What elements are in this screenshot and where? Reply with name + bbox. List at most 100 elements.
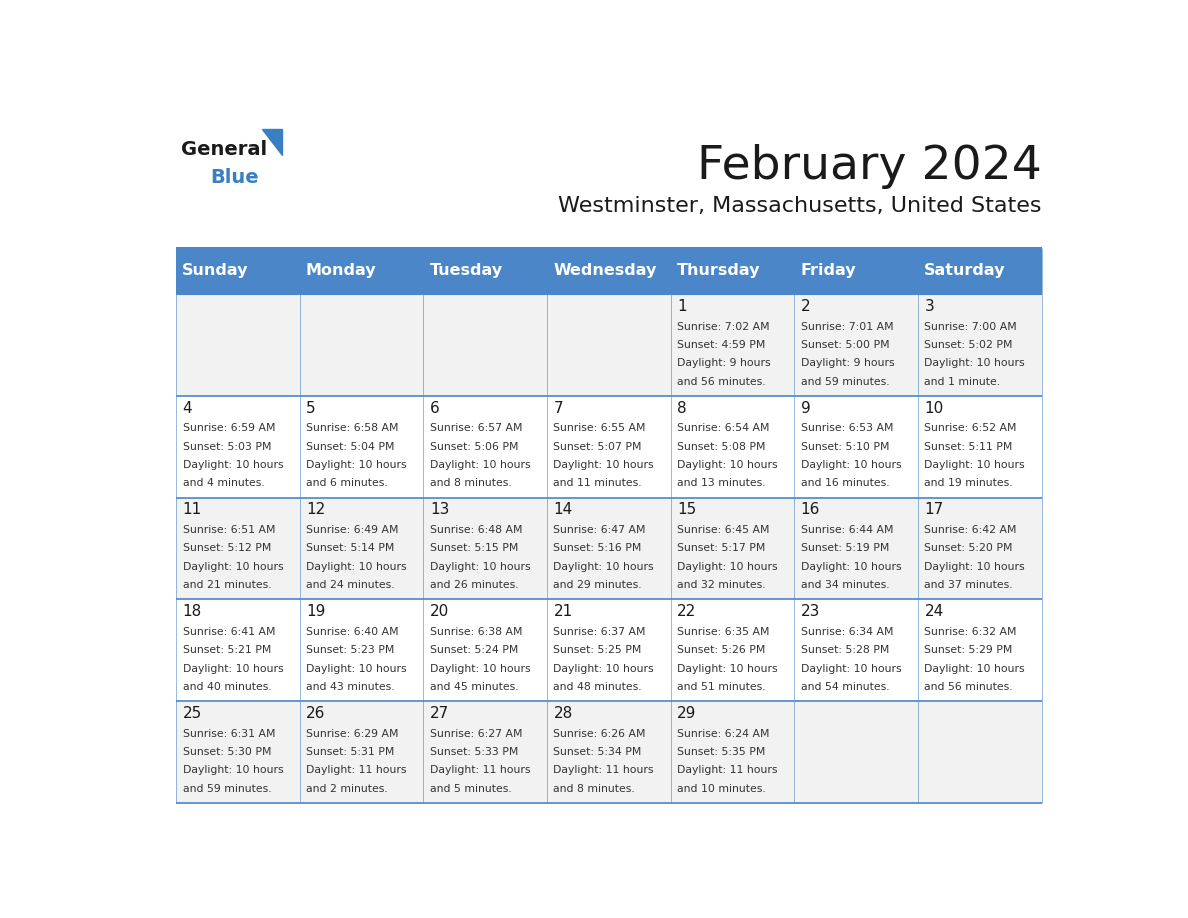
Text: Daylight: 11 hours: Daylight: 11 hours (677, 766, 778, 776)
Text: and 29 minutes.: and 29 minutes. (554, 580, 642, 590)
Text: Daylight: 9 hours: Daylight: 9 hours (677, 358, 771, 368)
Text: 6: 6 (430, 400, 440, 416)
FancyBboxPatch shape (918, 599, 1042, 701)
Text: Saturday: Saturday (924, 263, 1005, 278)
Text: and 43 minutes.: and 43 minutes. (307, 682, 394, 692)
Text: 16: 16 (801, 502, 820, 518)
Text: 5: 5 (307, 400, 316, 416)
Text: Sunrise: 6:26 AM: Sunrise: 6:26 AM (554, 729, 646, 739)
Text: Sunday: Sunday (182, 263, 248, 278)
Text: Daylight: 10 hours: Daylight: 10 hours (183, 562, 283, 572)
Text: Sunrise: 6:37 AM: Sunrise: 6:37 AM (554, 627, 646, 637)
Text: and 10 minutes.: and 10 minutes. (677, 784, 766, 794)
FancyBboxPatch shape (176, 599, 299, 701)
Text: Sunset: 5:35 PM: Sunset: 5:35 PM (677, 747, 765, 757)
Text: Sunset: 5:10 PM: Sunset: 5:10 PM (801, 442, 890, 452)
Text: 20: 20 (430, 604, 449, 620)
FancyBboxPatch shape (795, 498, 918, 599)
Text: Sunrise: 6:47 AM: Sunrise: 6:47 AM (554, 525, 646, 535)
Text: and 59 minutes.: and 59 minutes. (801, 376, 890, 386)
Text: Sunrise: 6:41 AM: Sunrise: 6:41 AM (183, 627, 276, 637)
Text: Daylight: 10 hours: Daylight: 10 hours (924, 562, 1025, 572)
FancyBboxPatch shape (795, 248, 918, 294)
Text: Sunrise: 6:24 AM: Sunrise: 6:24 AM (677, 729, 770, 739)
FancyBboxPatch shape (423, 498, 546, 599)
Text: Sunrise: 6:58 AM: Sunrise: 6:58 AM (307, 423, 399, 433)
FancyBboxPatch shape (176, 248, 299, 294)
Text: Sunrise: 7:01 AM: Sunrise: 7:01 AM (801, 321, 893, 331)
Text: and 48 minutes.: and 48 minutes. (554, 682, 642, 692)
FancyBboxPatch shape (546, 599, 671, 701)
Text: Daylight: 10 hours: Daylight: 10 hours (677, 664, 778, 674)
Text: Daylight: 10 hours: Daylight: 10 hours (924, 664, 1025, 674)
FancyBboxPatch shape (671, 599, 795, 701)
Text: Sunrise: 6:55 AM: Sunrise: 6:55 AM (554, 423, 646, 433)
FancyBboxPatch shape (671, 498, 795, 599)
Text: 3: 3 (924, 299, 934, 314)
Text: Sunset: 5:15 PM: Sunset: 5:15 PM (430, 543, 518, 554)
Text: and 16 minutes.: and 16 minutes. (801, 478, 890, 488)
FancyBboxPatch shape (176, 498, 299, 599)
Text: Sunset: 5:07 PM: Sunset: 5:07 PM (554, 442, 642, 452)
FancyBboxPatch shape (423, 294, 546, 396)
Text: 14: 14 (554, 502, 573, 518)
FancyBboxPatch shape (423, 396, 546, 498)
FancyBboxPatch shape (299, 498, 423, 599)
Text: Daylight: 10 hours: Daylight: 10 hours (801, 460, 902, 470)
FancyBboxPatch shape (671, 294, 795, 396)
Text: and 6 minutes.: and 6 minutes. (307, 478, 388, 488)
Text: Sunrise: 6:38 AM: Sunrise: 6:38 AM (430, 627, 523, 637)
Text: and 4 minutes.: and 4 minutes. (183, 478, 264, 488)
Text: and 45 minutes.: and 45 minutes. (430, 682, 518, 692)
FancyBboxPatch shape (918, 396, 1042, 498)
Text: Sunset: 5:08 PM: Sunset: 5:08 PM (677, 442, 765, 452)
FancyBboxPatch shape (299, 599, 423, 701)
Text: and 34 minutes.: and 34 minutes. (801, 580, 890, 590)
Text: Sunrise: 6:42 AM: Sunrise: 6:42 AM (924, 525, 1017, 535)
Text: Sunrise: 7:02 AM: Sunrise: 7:02 AM (677, 321, 770, 331)
FancyBboxPatch shape (299, 294, 423, 396)
FancyBboxPatch shape (299, 396, 423, 498)
Text: and 5 minutes.: and 5 minutes. (430, 784, 512, 794)
FancyBboxPatch shape (546, 248, 671, 294)
FancyBboxPatch shape (918, 294, 1042, 396)
Text: Daylight: 10 hours: Daylight: 10 hours (924, 358, 1025, 368)
Text: and 51 minutes.: and 51 minutes. (677, 682, 766, 692)
Text: 29: 29 (677, 706, 696, 721)
Text: 13: 13 (430, 502, 449, 518)
FancyBboxPatch shape (423, 599, 546, 701)
Text: and 32 minutes.: and 32 minutes. (677, 580, 766, 590)
Text: Sunset: 5:11 PM: Sunset: 5:11 PM (924, 442, 1012, 452)
Text: Sunset: 5:16 PM: Sunset: 5:16 PM (554, 543, 642, 554)
Text: Sunset: 5:30 PM: Sunset: 5:30 PM (183, 747, 271, 757)
Text: and 8 minutes.: and 8 minutes. (430, 478, 512, 488)
Text: Sunrise: 6:44 AM: Sunrise: 6:44 AM (801, 525, 893, 535)
FancyBboxPatch shape (671, 396, 795, 498)
FancyBboxPatch shape (546, 701, 671, 803)
Text: Daylight: 10 hours: Daylight: 10 hours (430, 460, 531, 470)
Text: 27: 27 (430, 706, 449, 721)
Text: Daylight: 10 hours: Daylight: 10 hours (801, 664, 902, 674)
Text: Sunrise: 6:29 AM: Sunrise: 6:29 AM (307, 729, 399, 739)
Text: Sunrise: 6:32 AM: Sunrise: 6:32 AM (924, 627, 1017, 637)
FancyBboxPatch shape (546, 396, 671, 498)
FancyBboxPatch shape (423, 701, 546, 803)
Text: Tuesday: Tuesday (430, 263, 503, 278)
Text: Sunset: 5:29 PM: Sunset: 5:29 PM (924, 645, 1012, 655)
Text: Sunrise: 6:57 AM: Sunrise: 6:57 AM (430, 423, 523, 433)
Text: Sunrise: 6:51 AM: Sunrise: 6:51 AM (183, 525, 276, 535)
Text: Sunrise: 6:45 AM: Sunrise: 6:45 AM (677, 525, 770, 535)
Text: 2: 2 (801, 299, 810, 314)
Text: February 2024: February 2024 (696, 144, 1042, 189)
Text: and 13 minutes.: and 13 minutes. (677, 478, 766, 488)
Text: and 1 minute.: and 1 minute. (924, 376, 1000, 386)
Text: Sunrise: 6:34 AM: Sunrise: 6:34 AM (801, 627, 893, 637)
Text: Daylight: 10 hours: Daylight: 10 hours (924, 460, 1025, 470)
Text: Daylight: 10 hours: Daylight: 10 hours (430, 562, 531, 572)
Text: and 2 minutes.: and 2 minutes. (307, 784, 388, 794)
Text: Daylight: 10 hours: Daylight: 10 hours (677, 460, 778, 470)
Text: Wednesday: Wednesday (554, 263, 657, 278)
Text: Sunrise: 6:53 AM: Sunrise: 6:53 AM (801, 423, 893, 433)
Text: Westminster, Massachusetts, United States: Westminster, Massachusetts, United State… (558, 196, 1042, 216)
Text: Sunset: 5:21 PM: Sunset: 5:21 PM (183, 645, 271, 655)
